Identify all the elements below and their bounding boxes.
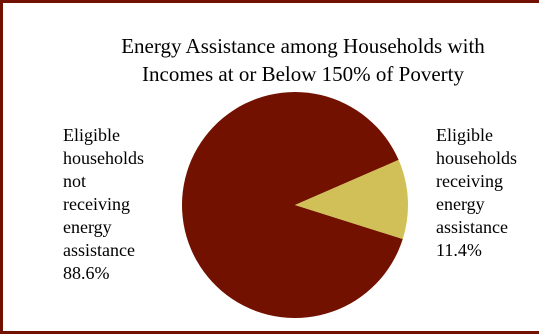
slice-label-line: energy: [63, 217, 112, 237]
pie-slice-receiving: [295, 159, 408, 240]
slice-label-receiving: Eligible households receiving energy ass…: [436, 124, 517, 262]
slice-label-line: households: [436, 148, 517, 168]
slice-label-line: Eligible: [436, 125, 493, 145]
slice-label-line: assistance: [436, 217, 508, 237]
slice-label-not-receiving: Eligible households not receiving energy…: [63, 124, 144, 285]
chart-title-line-1: Energy Assistance among Households with: [121, 34, 485, 58]
pie-chart: [181, 92, 408, 319]
slice-value-label: 11.4%: [436, 240, 482, 260]
slice-label-line: energy: [436, 194, 485, 214]
slice-label-line: assistance: [63, 240, 135, 260]
slice-label-line: receiving: [63, 194, 130, 214]
slice-label-line: Eligible: [63, 125, 120, 145]
slice-label-line: receiving: [436, 171, 503, 191]
chart-title: Energy Assistance among Households with …: [3, 32, 539, 88]
pie-slice-not-receiving: [181, 92, 403, 319]
slice-label-line: not: [63, 171, 87, 191]
slice-value-label: 88.6%: [63, 263, 110, 283]
slice-label-line: households: [63, 148, 144, 168]
chart-title-line-2: Incomes at or Below 150% of Poverty: [142, 62, 464, 86]
